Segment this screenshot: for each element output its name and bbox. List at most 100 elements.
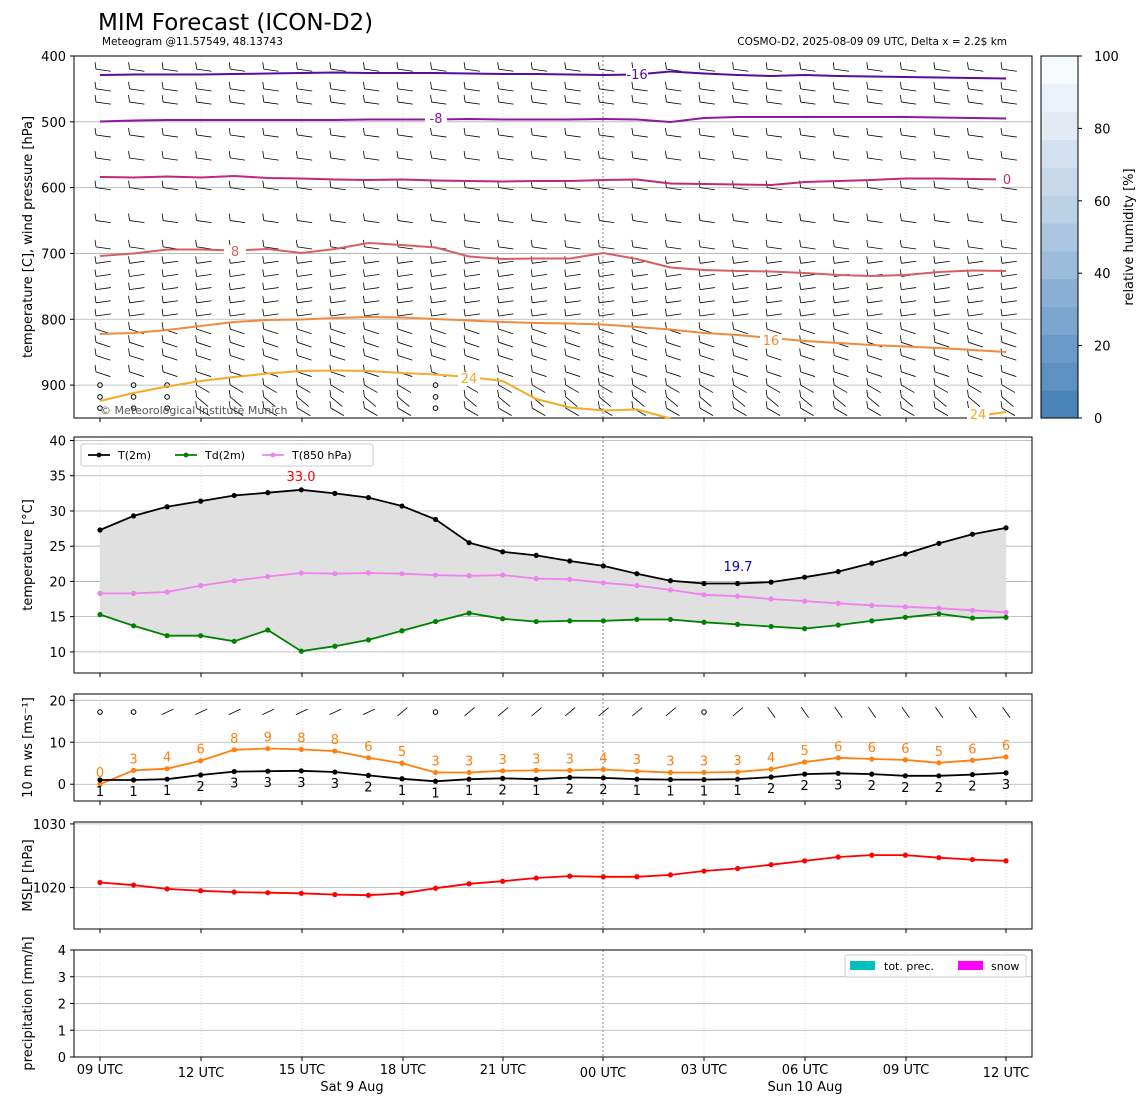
wind-barb-flag [866,364,869,372]
wind-barb-flag [497,150,500,159]
wind-barb [431,274,447,277]
wind-barb [1001,260,1017,264]
wind-barb-flag [161,282,164,290]
wind-barb [431,220,447,224]
t2m-point [164,504,170,510]
wind-barb [733,287,749,291]
wind-barb-flag [295,150,298,159]
wind-barb-flag [799,308,802,317]
wind-barb [632,371,648,377]
wind-barb-flag [530,213,533,221]
wind-barb [196,341,212,348]
wind-barb [1001,134,1017,138]
wind-barb-flag [463,256,466,264]
wind-barb-flag [228,150,231,159]
wind-barb [498,371,514,377]
wind-barb [129,187,145,191]
wind-barb [699,313,715,317]
wind-barb-flag [497,335,500,343]
wind-barb [465,260,481,264]
gust-point [768,766,774,772]
wind-barb-flag [564,364,567,372]
isotherm-16 [99,315,1007,353]
wind-barb-flag [665,295,667,303]
mslp-point [130,882,137,888]
gust-point [533,767,539,773]
wind-barb-flag [832,256,835,264]
gust-value-label: 8 [297,731,305,746]
wind-barb-flag [530,401,533,409]
wind-barb [498,407,512,416]
wind-barb [129,134,145,138]
wind-barb-flag [430,180,432,188]
wind-barb-flag [866,401,869,409]
wind-barb [867,68,883,72]
gust-point [130,767,137,773]
wind-barb [733,341,748,348]
wind-barb-flag [430,95,432,103]
wind-barb-flag [564,282,567,290]
wind-barb-flag [94,335,97,343]
contour-label: -8 [430,112,443,127]
t850-point [265,573,271,580]
y-tick-label: 0 [58,778,66,793]
wind-barb-flag [832,239,835,247]
wind-barb [532,355,547,361]
td2m-line [99,612,1007,653]
wind-speed-value-label: 3 [264,776,272,791]
gust-value-label: 3 [499,753,507,768]
wind-barb-flag [765,213,768,221]
x-axis: 09 UTC 12 UTC 15 UTC 18 UTC 21 UTC 00 UTC 03 U… [77,1063,1029,1095]
wind-barb-flag [161,322,164,330]
wind-barb-flag [933,239,936,247]
wind-barb [565,187,581,191]
wind-barb [968,157,984,161]
wind-barb [431,260,447,264]
wind-barb [498,287,514,291]
wind-barb [498,134,514,138]
wind-barb-flag [564,348,567,356]
wind-barb-flag [161,256,164,264]
calm-wind-circle [164,394,170,400]
wind-barb [565,274,581,277]
wind-barb-flag [195,180,198,188]
wind-barb-flag [665,401,667,409]
y-tick-label: 25 [49,540,66,555]
wind-barb [263,384,277,393]
wind-barb [666,313,682,317]
wind-barb-flag [597,62,600,70]
wind-barb-flag [396,180,399,188]
wind-barb-flag [396,295,399,303]
wind-barb-flag [899,62,902,70]
wind-speed-value-label: 3 [331,777,339,792]
y-tick-label: 900 [41,379,66,394]
wind-barb [129,287,145,291]
legend-swatch [850,961,875,970]
wind-barb [228,708,241,715]
t850-point [298,570,304,576]
wind-barb-flag [530,348,533,356]
wind-barb [364,260,380,264]
wind-barb-flag [564,213,567,221]
wind-barb [230,300,246,304]
wind-barb-flag [497,256,500,264]
wind-barb-flag [228,95,231,103]
wind-barb-flag [866,389,869,397]
wind-barb [800,68,816,72]
wind-barb [95,88,111,92]
calm-wind-circle [432,382,439,388]
wind-barb-flag [329,295,332,303]
wind-barb-flag [128,348,130,356]
t2m-point [231,492,237,499]
wind-barb [800,313,816,317]
wind-barb-flag [732,322,734,330]
wind-barb [297,407,311,416]
wind-barb [431,88,447,92]
wind-barb [767,260,783,264]
wind-barb [364,101,380,105]
wind-barb-flag [698,378,701,386]
wind-barb-flag [665,364,667,372]
wind-barb-flag [665,282,667,290]
t850-point [97,590,103,596]
wind-barb-flag [866,378,869,386]
